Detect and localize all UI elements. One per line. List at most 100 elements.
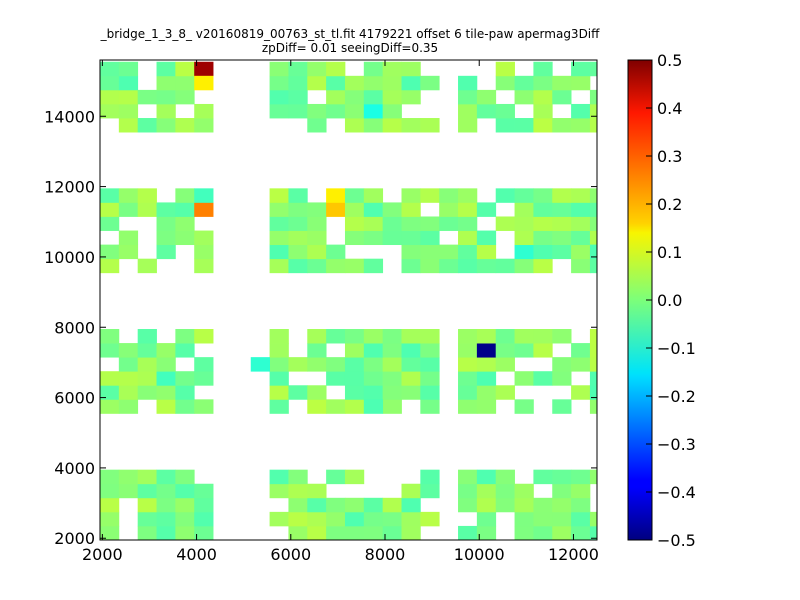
heatmap-cell [533,497,553,513]
heatmap-cell [100,469,120,485]
heatmap-cell [288,525,308,540]
heatmap-cell [118,89,139,105]
heatmap-cell [194,202,214,217]
heatmap-cell [476,469,497,485]
heatmap-cell [722,526,741,540]
heatmap-cell [363,511,384,527]
heatmap-cell [194,483,214,499]
heatmap-cell [401,483,421,499]
heatmap-cell [100,89,120,105]
heatmap-cell [684,118,703,132]
colorbar-tick-label: −0.3 [657,435,696,454]
heatmap-cell [703,399,722,413]
heatmap-cell [344,202,365,217]
x-tick-label: 12000 [548,545,599,564]
heatmap-cell [344,103,365,119]
heatmap-cell [476,202,497,217]
colorbar-tick-label: 0.0 [657,291,682,310]
heatmap-cell [476,103,497,119]
heatmap-cell [458,525,478,540]
heatmap-cell [609,76,628,90]
heatmap-cell [458,103,478,119]
heatmap-cell [476,385,497,400]
heatmap-cell [571,188,591,203]
heatmap-cell [382,89,402,105]
heatmap-cell [703,216,722,230]
plot-frame [99,59,598,541]
heatmap-cell [703,118,722,132]
heatmap-cell [495,497,515,513]
heatmap-cell [401,216,421,231]
heatmap-cell [363,399,384,414]
heatmap-cell [156,244,176,260]
heatmap-cell [552,357,572,372]
heatmap-cell [118,244,139,260]
heatmap-cell [722,188,741,202]
heatmap-cell [476,230,497,246]
heatmap-cell [476,89,497,105]
heatmap-cell [741,62,760,76]
heatmap-cell [100,343,120,358]
y-tick-label: 2000 [54,529,95,548]
heatmap-cell [269,258,289,274]
heatmap-cell [552,371,572,386]
heatmap-cell [118,469,139,485]
heatmap-cell [175,230,195,246]
heatmap-cell [609,62,628,76]
heatmap-cell [571,258,591,274]
heatmap-cell [194,525,214,540]
heatmap-cell [609,118,628,132]
heatmap-cell [589,357,597,372]
heatmap-cell [307,61,327,77]
colorbar-tick-label: 0.5 [657,51,682,70]
heatmap-cell [118,103,139,119]
heatmap-cell [344,371,365,386]
heatmap-cell [589,343,597,358]
y-tick-label: 6000 [54,389,95,408]
heatmap-cell [288,469,308,485]
heatmap-cell [194,188,214,203]
heatmap-cell [589,230,597,246]
heatmap-cell [665,118,684,132]
heatmap-cell [552,118,572,133]
heatmap-cell [307,118,327,133]
heatmap-cell [288,497,308,513]
chart-title: _bridge_1_3_8_ v20160819_00763_st_tl.fit… [100,27,600,41]
heatmap-cell [100,61,120,77]
heatmap-cell [495,188,515,203]
heatmap-cell [156,343,176,358]
heatmap-cell [552,188,572,203]
heatmap-cell [156,216,176,231]
heatmap-cell [703,329,722,343]
heatmap-cell [118,371,139,386]
heatmap-cell [703,202,722,216]
heatmap-cell [420,188,440,203]
heatmap-cell [458,230,478,246]
heatmap-cell [722,371,741,385]
heatmap-cell [156,483,176,499]
heatmap-cell [326,511,346,527]
heatmap-cell [382,103,402,119]
heatmap-cell [344,89,365,105]
heatmap-cell [401,118,421,133]
heatmap-cell [495,216,515,231]
heatmap-cell [439,258,459,274]
heatmap-cell [382,343,402,358]
heatmap-cell [269,188,289,203]
heatmap-cell [269,61,289,77]
heatmap-cell [609,231,628,245]
heatmap-cell [344,258,365,274]
heatmap-cell [741,76,760,90]
heatmap-cell [344,230,365,246]
heatmap-cell [420,385,440,400]
heatmap-cell [288,202,308,217]
heatmap-cell [382,511,402,527]
heatmap-cell [344,357,365,372]
heatmap-cell [476,399,497,414]
heatmap-cell [363,230,384,246]
heatmap-cell [363,202,384,217]
heatmap-cell [420,118,440,133]
heatmap-cell [118,343,139,358]
heatmap-cell [288,230,308,246]
